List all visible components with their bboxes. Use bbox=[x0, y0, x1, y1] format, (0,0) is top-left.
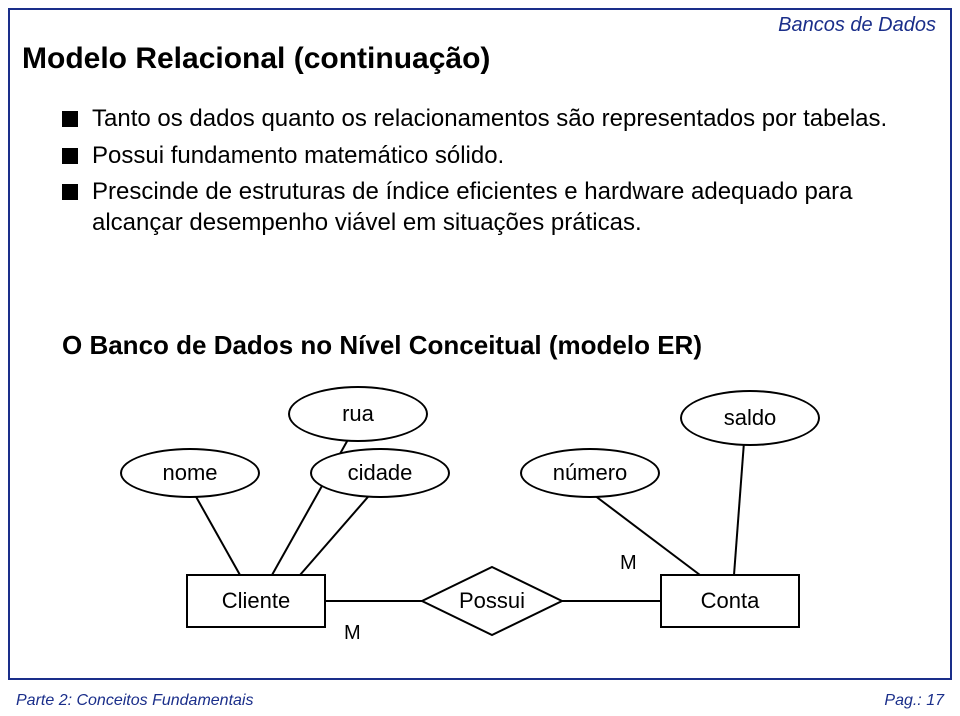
bullet-text: Prescinde de estruturas de índice eficie… bbox=[92, 177, 902, 238]
bullet-text: Possui fundamento matemático sólido. bbox=[92, 141, 504, 172]
relationship-label: Possui bbox=[452, 588, 532, 614]
bullet-list: Tanto os dados quanto os relacionamentos… bbox=[62, 104, 902, 245]
attr-rua: rua bbox=[288, 386, 428, 442]
attr-label: cidade bbox=[348, 460, 413, 486]
cardinality-right: M bbox=[620, 552, 637, 575]
er-diagram: nome rua cidade número saldo Cliente Con… bbox=[0, 370, 960, 660]
subheading: O Banco de Dados no Nível Conceitual (mo… bbox=[62, 330, 702, 361]
bullet-item: Possui fundamento matemático sólido. bbox=[62, 141, 902, 172]
bullet-square-icon bbox=[62, 184, 78, 200]
attr-label: nome bbox=[162, 460, 217, 486]
attr-nome: nome bbox=[120, 448, 260, 498]
attr-saldo: saldo bbox=[680, 390, 820, 446]
attr-label: número bbox=[553, 460, 628, 486]
entity-label: Cliente bbox=[222, 588, 290, 614]
footer-left: Parte 2: Conceitos Fundamentais bbox=[16, 692, 253, 710]
bullet-item: Prescinde de estruturas de índice eficie… bbox=[62, 177, 902, 238]
entity-cliente: Cliente bbox=[186, 574, 326, 628]
bullet-text: Tanto os dados quanto os relacionamentos… bbox=[92, 104, 887, 135]
attr-cidade: cidade bbox=[310, 448, 450, 498]
header-label: Bancos de Dados bbox=[778, 14, 936, 37]
attr-label: rua bbox=[342, 401, 374, 427]
bullet-square-icon bbox=[62, 148, 78, 164]
cardinality-left: M bbox=[344, 622, 361, 645]
page-title: Modelo Relacional (continuação) bbox=[22, 42, 490, 76]
bullet-square-icon bbox=[62, 111, 78, 127]
attr-numero: número bbox=[520, 448, 660, 498]
bullet-item: Tanto os dados quanto os relacionamentos… bbox=[62, 104, 902, 135]
attr-label: saldo bbox=[724, 405, 777, 431]
footer-right: Pag.: 17 bbox=[884, 692, 944, 710]
entity-label: Conta bbox=[701, 588, 760, 614]
entity-conta: Conta bbox=[660, 574, 800, 628]
